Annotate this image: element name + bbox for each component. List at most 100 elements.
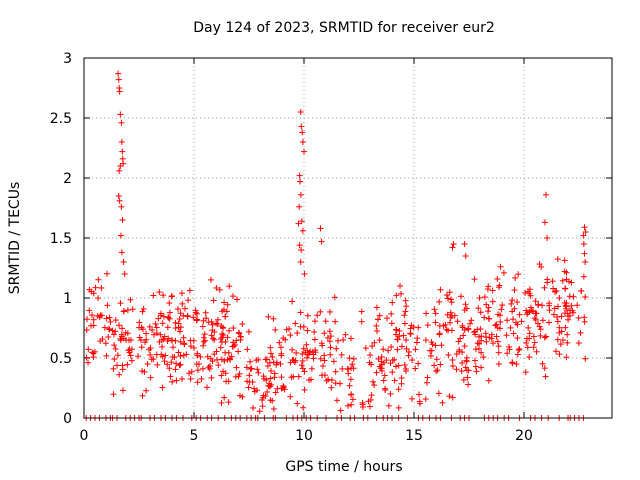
data-point: [446, 289, 453, 296]
data-point: [104, 302, 111, 309]
data-point: [461, 307, 468, 314]
data-point: [119, 148, 126, 155]
data-point: [401, 312, 408, 319]
data-point: [342, 331, 349, 338]
data-point: [297, 259, 304, 265]
data-point: [490, 340, 497, 347]
data-point: [445, 327, 452, 334]
data-point: [449, 356, 456, 363]
data-point: [177, 353, 184, 360]
data-point: [251, 385, 258, 392]
data-point: [118, 249, 125, 256]
data-point: [497, 318, 504, 325]
data-point: [144, 360, 151, 367]
data-point: [543, 333, 550, 340]
data-point: [462, 301, 469, 308]
data-point: [394, 346, 401, 353]
x-tick-label: 5: [190, 428, 199, 444]
data-point: [431, 362, 438, 369]
data-point: [253, 357, 260, 364]
data-point: [162, 352, 169, 359]
data-point: [235, 373, 242, 380]
data-point: [402, 297, 409, 304]
data-point: [416, 391, 423, 398]
data-point: [424, 374, 431, 381]
data-point: [119, 362, 126, 369]
data-point: [159, 343, 166, 350]
data-point: [476, 333, 483, 340]
data-point: [334, 337, 341, 344]
data-point: [446, 319, 453, 326]
data-point: [149, 327, 156, 334]
x-axis-label: GPS time / hours: [285, 459, 402, 475]
data-point: [296, 242, 303, 249]
data-point: [127, 352, 134, 359]
data-point: [85, 346, 92, 353]
data-point: [192, 309, 199, 316]
data-point: [556, 324, 563, 331]
data-point: [211, 351, 218, 358]
data-point: [187, 337, 194, 344]
data-point: [216, 286, 223, 293]
data-point: [117, 111, 124, 118]
data-point: [563, 354, 570, 361]
data-point: [187, 376, 194, 383]
data-point: [523, 340, 530, 347]
data-point: [416, 398, 423, 405]
data-point: [287, 332, 294, 339]
data-point: [116, 322, 123, 329]
y-axis-label: SRMTID / TECUs: [7, 182, 23, 295]
data-point: [99, 336, 106, 343]
data-point: [546, 300, 553, 307]
data-point: [327, 351, 334, 358]
data-point: [177, 361, 184, 368]
data-point: [423, 379, 430, 386]
data-point: [561, 310, 568, 317]
data-point: [124, 307, 131, 314]
data-point: [218, 399, 225, 406]
data-point: [432, 342, 439, 349]
data-point: [388, 343, 395, 350]
data-point: [103, 352, 110, 359]
data-point: [187, 343, 194, 350]
data-point: [551, 305, 558, 312]
data-point: [347, 376, 354, 383]
data-point: [541, 284, 548, 291]
x-tick-label: 10: [295, 428, 313, 444]
data-point: [300, 345, 307, 352]
data-point: [401, 320, 408, 327]
data-point: [338, 351, 345, 358]
data-point: [176, 316, 183, 323]
data-point: [222, 338, 229, 345]
data-point: [362, 345, 369, 352]
data-point: [237, 333, 244, 340]
data-point: [381, 372, 388, 379]
data-point: [136, 319, 143, 326]
data-point: [562, 302, 569, 309]
data-point: [580, 241, 587, 247]
data-point: [159, 320, 166, 327]
data-point: [292, 320, 299, 327]
data-point: [199, 323, 206, 330]
data-point: [178, 375, 185, 382]
data-point: [115, 193, 122, 199]
data-point: [378, 367, 385, 374]
data-point: [541, 365, 548, 372]
data-point: [246, 372, 253, 379]
data-point: [90, 316, 97, 323]
data-point: [489, 298, 496, 305]
data-point: [265, 313, 272, 320]
data-point: [164, 361, 171, 368]
data-point: [333, 397, 340, 404]
data-point: [317, 355, 324, 362]
data-point: [245, 328, 252, 335]
data-point: [200, 317, 207, 324]
data-point: [156, 289, 163, 296]
data-point: [169, 378, 176, 385]
data-point: [367, 352, 374, 359]
data-point: [111, 331, 118, 338]
data-point: [298, 362, 305, 369]
data-point: [460, 376, 467, 383]
data-point: [337, 407, 344, 414]
data-point: [294, 400, 301, 407]
